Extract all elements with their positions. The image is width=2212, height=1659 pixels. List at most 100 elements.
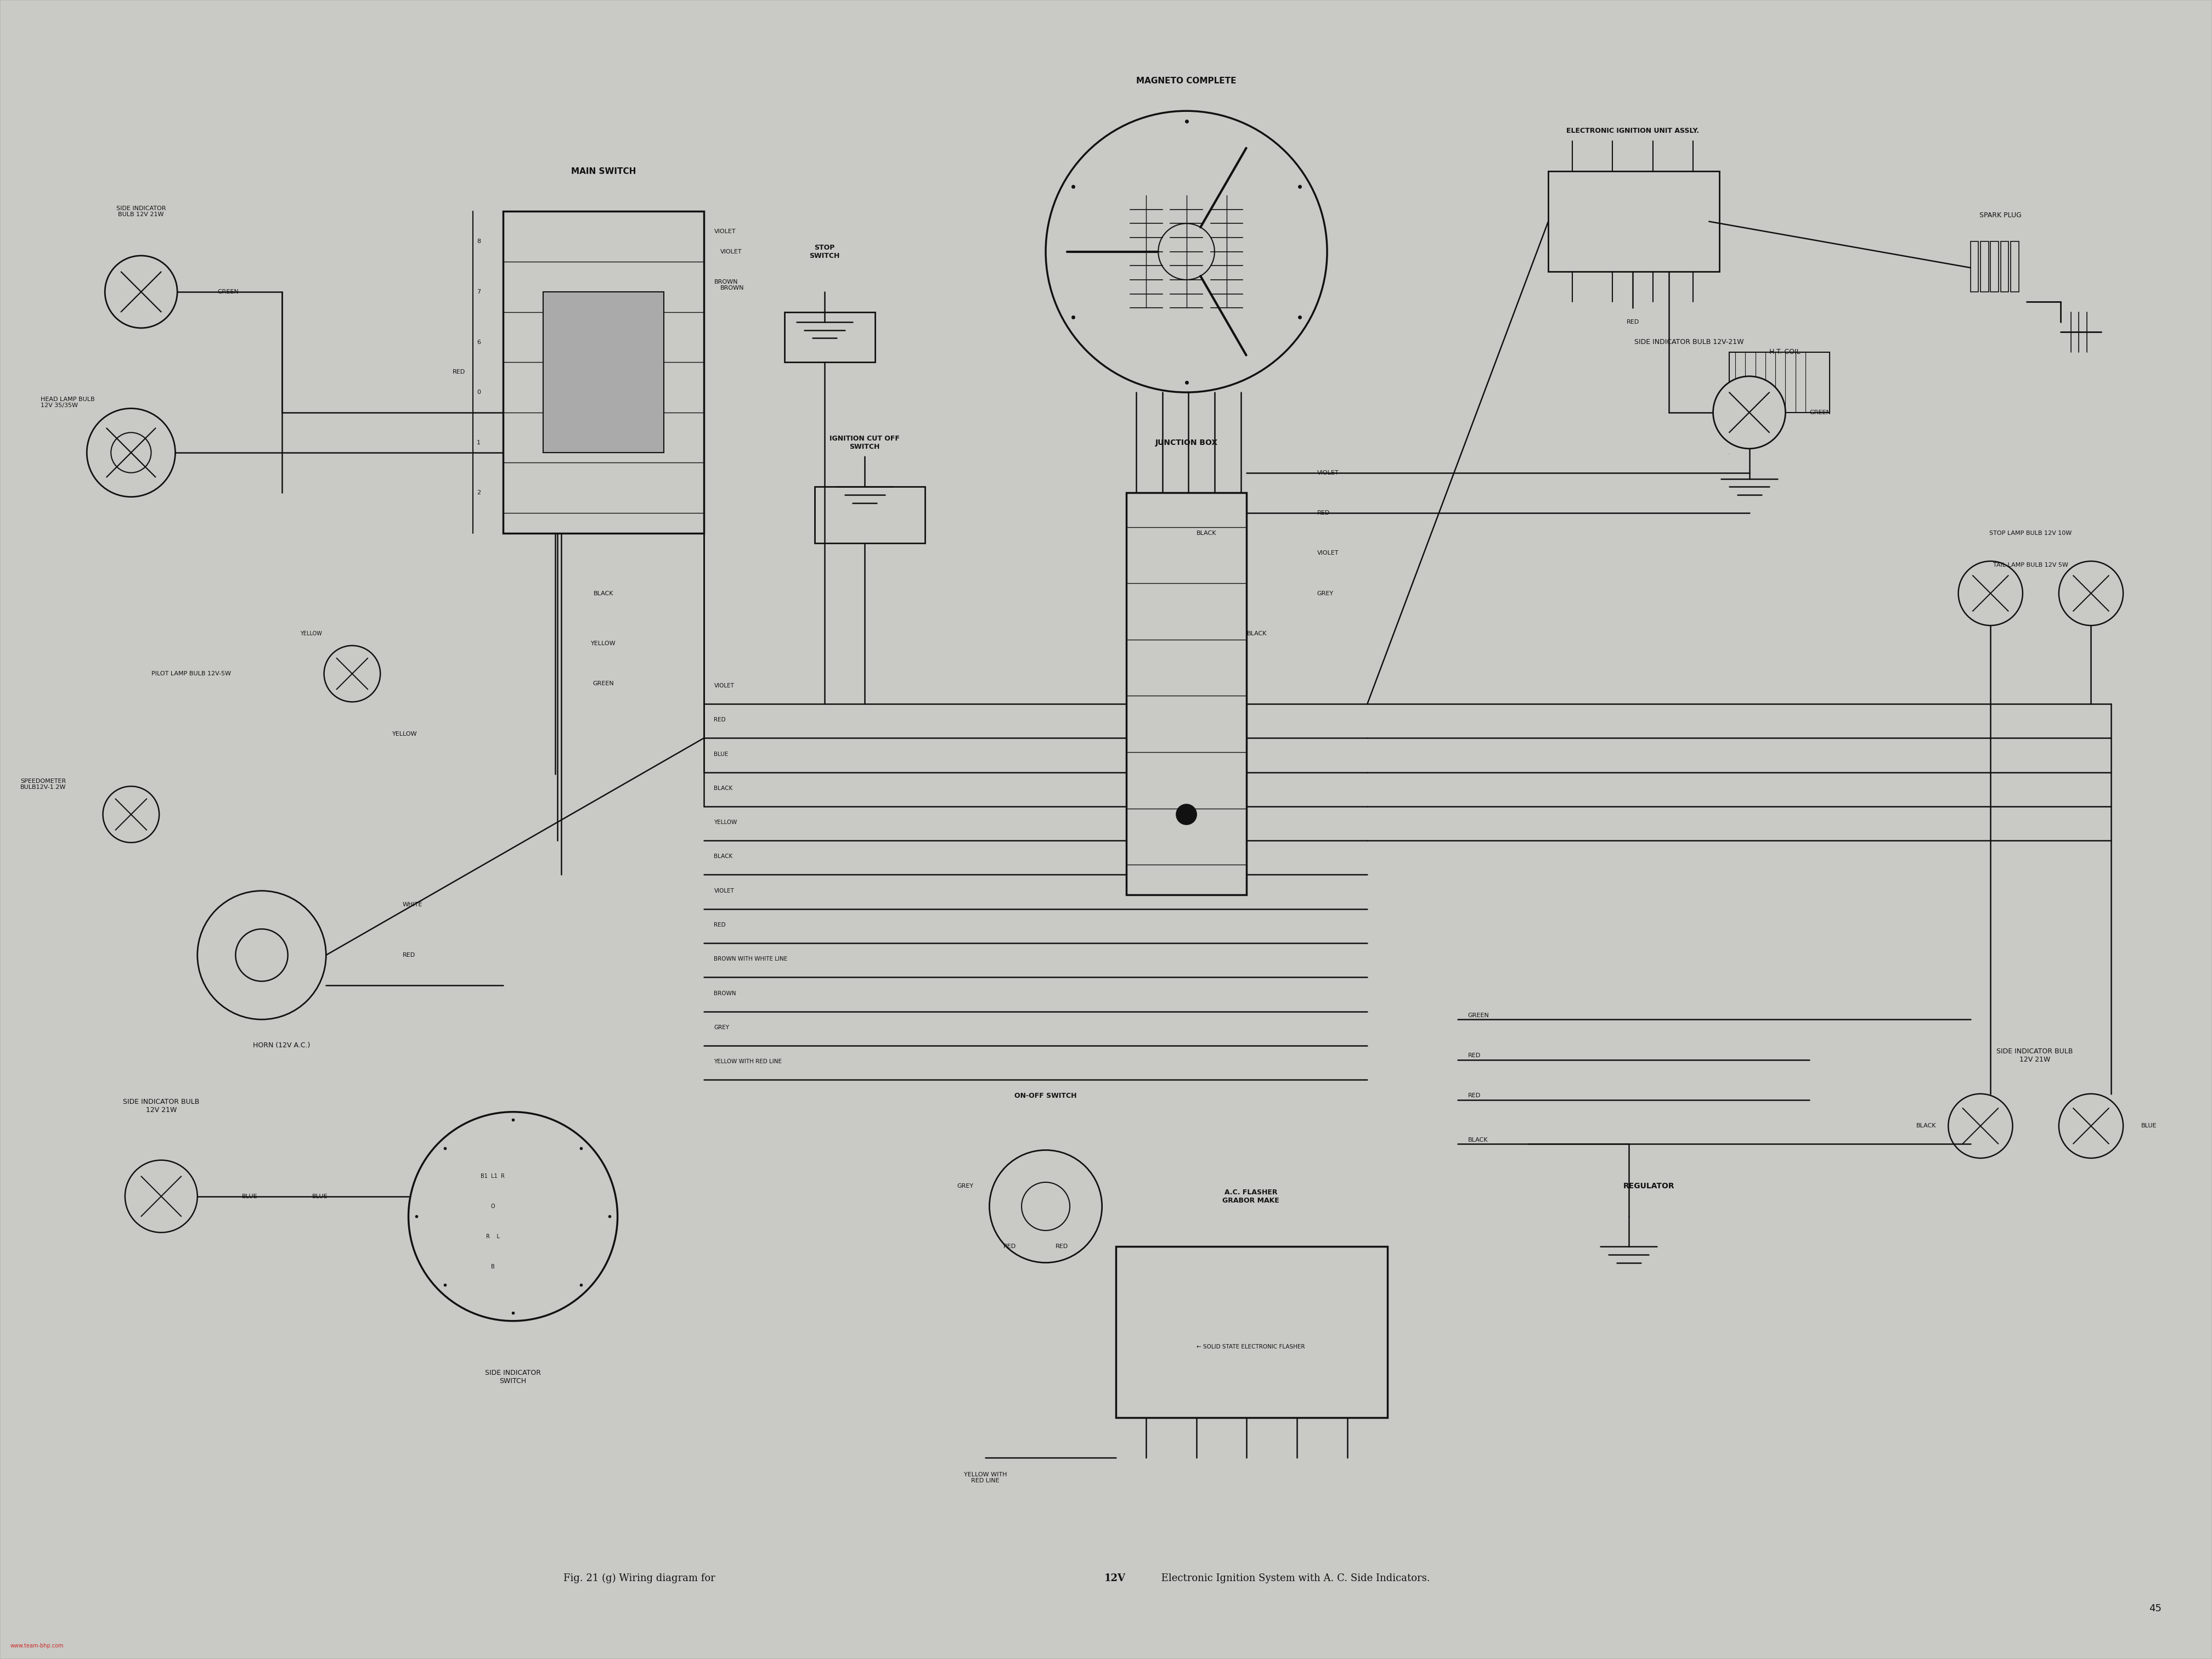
Bar [785, 312, 874, 362]
Circle shape [1177, 805, 1197, 825]
Text: YELLOW: YELLOW [591, 640, 615, 647]
Text: RED: RED [1626, 319, 1639, 325]
Text: Fig. 21 (g) Wiring diagram for: Fig. 21 (g) Wiring diagram for [564, 1573, 719, 1583]
Text: REGULATOR: REGULATOR [1624, 1183, 1674, 1190]
Text: B1  L1  R: B1 L1 R [480, 1173, 504, 1180]
Text: GREY: GREY [714, 1025, 730, 1030]
Text: H.T. COIL: H.T. COIL [1770, 348, 1801, 355]
Text: BLUE: BLUE [312, 1193, 327, 1199]
Text: BROWN: BROWN [714, 990, 737, 995]
Text: Electronic Ignition System with A. C. Side Indicators.: Electronic Ignition System with A. C. Si… [1159, 1573, 1431, 1583]
Text: RED: RED [1469, 1053, 1480, 1058]
Text: VIOLET: VIOLET [1316, 551, 1338, 556]
Text: 1: 1 [478, 440, 480, 445]
Circle shape [1958, 561, 2022, 625]
Text: RED: RED [451, 370, 465, 375]
Text: BROWN WITH WHITE LINE: BROWN WITH WHITE LINE [714, 956, 787, 962]
Text: VIOLET: VIOLET [714, 888, 734, 894]
Text: VIOLET: VIOLET [714, 684, 734, 688]
Text: SIDE INDICATOR BULB 12V-21W: SIDE INDICATOR BULB 12V-21W [1635, 338, 1743, 345]
Text: SIDE INDICATOR
SWITCH: SIDE INDICATOR SWITCH [484, 1370, 542, 1385]
Text: BLUE: BLUE [241, 1193, 257, 1199]
Text: JUNCTION BOX: JUNCTION BOX [1155, 438, 1219, 446]
Text: RED: RED [1002, 1244, 1015, 1249]
Text: R    L: R L [487, 1234, 500, 1239]
Text: GREY: GREY [1316, 591, 1334, 596]
Text: VIOLET: VIOLET [1316, 469, 1338, 476]
Bar [1730, 352, 1829, 413]
Text: A.C. FLASHER
GRABOR MAKE: A.C. FLASHER GRABOR MAKE [1223, 1188, 1279, 1204]
Text: 8: 8 [478, 239, 480, 244]
Text: GREEN: GREEN [1809, 410, 1832, 415]
Text: BLACK: BLACK [593, 591, 613, 596]
Bar [1991, 242, 1997, 292]
Circle shape [2059, 561, 2124, 625]
Text: BLACK: BLACK [714, 786, 732, 791]
Text: GREEN: GREEN [217, 289, 239, 295]
Circle shape [1046, 111, 1327, 392]
Text: YELLOW WITH RED LINE: YELLOW WITH RED LINE [714, 1058, 783, 1065]
Circle shape [1022, 1183, 1071, 1231]
Text: BROWN: BROWN [721, 285, 743, 290]
Text: YELLOW: YELLOW [301, 630, 323, 637]
Text: SIDE INDICATOR
BULB 12V 21W: SIDE INDICATOR BULB 12V 21W [117, 206, 166, 217]
Circle shape [409, 1112, 617, 1321]
Text: BLACK: BLACK [1248, 630, 1267, 637]
Circle shape [1949, 1093, 2013, 1158]
Text: STOP LAMP BULB 12V 10W: STOP LAMP BULB 12V 10W [1989, 531, 2073, 536]
Bar [2011, 242, 2020, 292]
Text: BLACK: BLACK [1916, 1123, 1936, 1128]
Text: SPEEDOMETER
BULB12V-1.2W: SPEEDOMETER BULB12V-1.2W [20, 778, 66, 790]
Text: VIOLET: VIOLET [721, 249, 741, 254]
Circle shape [104, 255, 177, 328]
Text: BROWN: BROWN [714, 279, 739, 285]
Text: SPARK PLUG: SPARK PLUG [1980, 212, 2022, 219]
Circle shape [197, 891, 325, 1019]
Circle shape [104, 786, 159, 843]
Circle shape [1712, 377, 1785, 448]
Circle shape [126, 1160, 197, 1233]
Circle shape [323, 645, 380, 702]
Text: MAGNETO COMPLETE: MAGNETO COMPLETE [1137, 76, 1237, 85]
Bar [814, 486, 925, 542]
Text: RED: RED [403, 952, 416, 957]
Text: BLUE: BLUE [714, 752, 728, 757]
Bar [1126, 493, 1248, 894]
Text: BLACK: BLACK [714, 854, 732, 859]
Text: 7: 7 [478, 289, 480, 295]
Text: YELLOW: YELLOW [392, 732, 418, 737]
Bar [1548, 171, 1719, 272]
Text: BLUE: BLUE [2141, 1123, 2157, 1128]
Circle shape [234, 929, 288, 980]
Bar [544, 292, 664, 453]
Text: 45: 45 [2148, 1604, 2161, 1613]
Text: 2: 2 [478, 489, 480, 496]
Text: GREY: GREY [958, 1183, 973, 1190]
Text: ELECTRONIC IGNITION UNIT ASSLY.: ELECTRONIC IGNITION UNIT ASSLY. [1566, 128, 1699, 134]
Text: STOP
SWITCH: STOP SWITCH [810, 244, 841, 259]
Text: O: O [491, 1204, 495, 1209]
Text: SIDE INDICATOR BULB
12V 21W: SIDE INDICATOR BULB 12V 21W [1997, 1048, 2073, 1063]
Circle shape [2059, 1093, 2124, 1158]
Bar [2000, 242, 2008, 292]
Text: RED: RED [1055, 1244, 1068, 1249]
Text: HORN (12V A.C.): HORN (12V A.C.) [252, 1042, 310, 1048]
Text: www.team-bhp.com: www.team-bhp.com [11, 1642, 64, 1649]
Text: 0: 0 [478, 390, 480, 395]
Text: BLACK: BLACK [1197, 531, 1217, 536]
Text: TAIL LAMP BULB 12V 5W: TAIL LAMP BULB 12V 5W [1993, 562, 2068, 567]
Text: RED: RED [714, 922, 726, 927]
Text: IGNITION CUT OFF
SWITCH: IGNITION CUT OFF SWITCH [830, 435, 900, 450]
Circle shape [111, 433, 150, 473]
Text: RED: RED [1469, 1093, 1480, 1098]
Text: BLACK: BLACK [1469, 1138, 1489, 1143]
Text: ← SOLID STATE ELECTRONIC FLASHER: ← SOLID STATE ELECTRONIC FLASHER [1197, 1344, 1305, 1350]
Text: VIOLET: VIOLET [714, 229, 737, 234]
Circle shape [989, 1150, 1102, 1262]
Bar [502, 211, 703, 533]
Text: RED: RED [714, 717, 726, 723]
Text: GREEN: GREEN [593, 682, 615, 687]
Text: YELLOW WITH
RED LINE: YELLOW WITH RED LINE [964, 1472, 1006, 1483]
Text: YELLOW: YELLOW [714, 820, 737, 825]
Text: SIDE INDICATOR BULB
12V 21W: SIDE INDICATOR BULB 12V 21W [124, 1098, 199, 1113]
